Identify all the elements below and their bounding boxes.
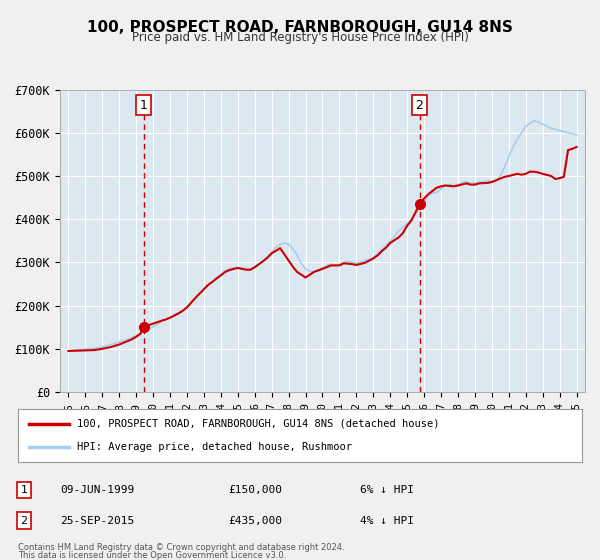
Text: 1: 1 bbox=[140, 99, 148, 111]
Text: HPI: Average price, detached house, Rushmoor: HPI: Average price, detached house, Rush… bbox=[77, 442, 352, 452]
Text: £435,000: £435,000 bbox=[228, 516, 282, 526]
Text: 4% ↓ HPI: 4% ↓ HPI bbox=[360, 516, 414, 526]
Text: 2: 2 bbox=[416, 99, 424, 111]
Text: 09-JUN-1999: 09-JUN-1999 bbox=[60, 485, 134, 495]
Text: 1: 1 bbox=[20, 485, 28, 495]
Text: 100, PROSPECT ROAD, FARNBOROUGH, GU14 8NS: 100, PROSPECT ROAD, FARNBOROUGH, GU14 8N… bbox=[87, 20, 513, 35]
Text: 2: 2 bbox=[20, 516, 28, 526]
Text: This data is licensed under the Open Government Licence v3.0.: This data is licensed under the Open Gov… bbox=[18, 551, 286, 560]
Text: 6% ↓ HPI: 6% ↓ HPI bbox=[360, 485, 414, 495]
Text: Contains HM Land Registry data © Crown copyright and database right 2024.: Contains HM Land Registry data © Crown c… bbox=[18, 543, 344, 552]
Text: 100, PROSPECT ROAD, FARNBOROUGH, GU14 8NS (detached house): 100, PROSPECT ROAD, FARNBOROUGH, GU14 8N… bbox=[77, 419, 440, 429]
Text: 25-SEP-2015: 25-SEP-2015 bbox=[60, 516, 134, 526]
Text: £150,000: £150,000 bbox=[228, 485, 282, 495]
Text: Price paid vs. HM Land Registry's House Price Index (HPI): Price paid vs. HM Land Registry's House … bbox=[131, 31, 469, 44]
